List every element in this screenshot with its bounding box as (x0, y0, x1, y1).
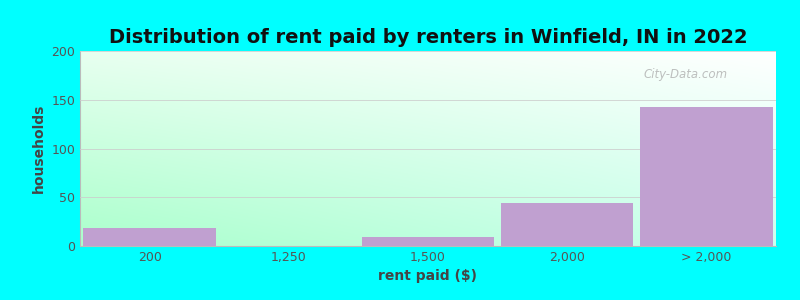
Text: City-Data.com: City-Data.com (643, 68, 727, 81)
Bar (83, 229, 216, 246)
Title: Distribution of rent paid by renters in Winfield, IN in 2022: Distribution of rent paid by renters in … (109, 28, 747, 47)
Y-axis label: households: households (32, 104, 46, 193)
Bar (362, 237, 494, 246)
X-axis label: rent paid ($): rent paid ($) (378, 269, 478, 284)
Bar (501, 203, 634, 246)
Bar (640, 106, 773, 246)
